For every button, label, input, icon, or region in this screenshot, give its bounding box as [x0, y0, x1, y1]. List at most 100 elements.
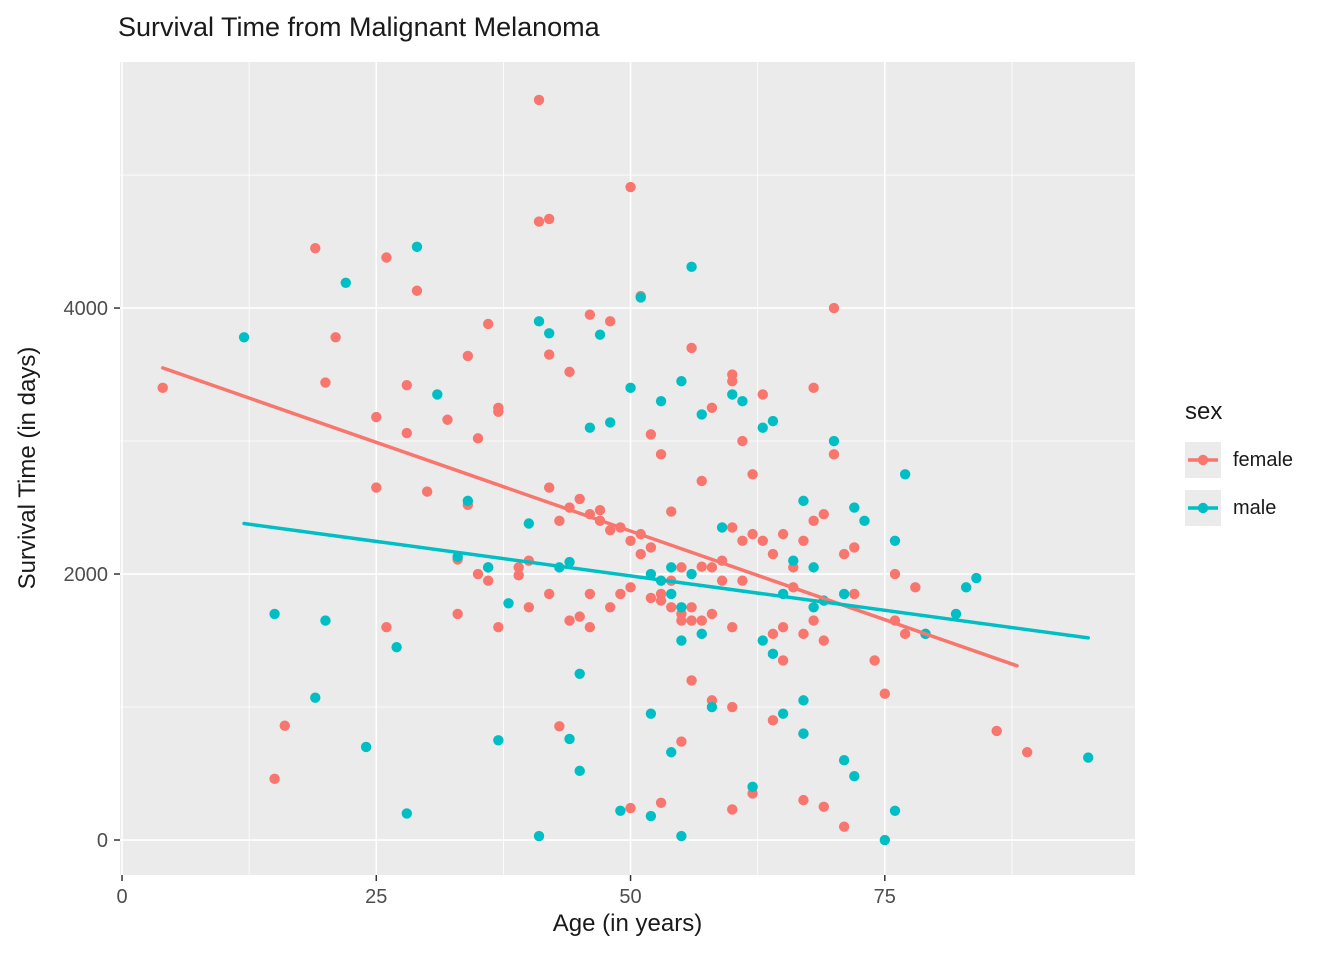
data-point-male [523, 518, 535, 529]
data-point-female [584, 309, 596, 320]
legend-glyph-male [1188, 502, 1218, 514]
data-point-female [767, 548, 779, 560]
data-point-female [747, 528, 758, 540]
data-point-male [625, 382, 636, 394]
data-point-male [574, 765, 585, 777]
legend-key-male [1185, 490, 1221, 526]
data-point-female [706, 562, 718, 573]
legend-label-female: female [1233, 448, 1294, 471]
data-point-female [686, 675, 697, 686]
data-point-female [513, 570, 524, 581]
data-point-male [798, 728, 809, 739]
data-point-female [635, 548, 646, 560]
data-point-female [381, 622, 392, 633]
legend-label-male: male [1233, 496, 1277, 519]
data-point-female [462, 350, 474, 362]
data-point-female [655, 588, 667, 600]
y-tick-label: 2000 [64, 564, 109, 586]
data-point-female [564, 615, 575, 626]
data-point-male [727, 389, 738, 400]
x-tick-label: 75 [874, 886, 896, 908]
data-point-female [421, 486, 433, 497]
data-point-male [859, 515, 870, 527]
data-point-male [310, 692, 321, 703]
data-point-female [625, 535, 636, 546]
data-point-male [676, 635, 687, 646]
data-point-female [269, 773, 280, 785]
data-point-female [157, 382, 168, 394]
data-point-female [818, 508, 829, 520]
data-point-female [818, 801, 829, 812]
data-point-female [767, 715, 779, 726]
data-point-female [605, 524, 616, 536]
data-point-male [889, 805, 901, 816]
data-point-female [411, 285, 423, 296]
data-point-female [543, 482, 555, 493]
data-point-female [625, 582, 636, 593]
data-point-female [279, 720, 290, 731]
data-point-male [340, 277, 351, 288]
data-point-female [401, 427, 413, 439]
data-point-male [696, 409, 707, 420]
data-point-female [808, 615, 819, 626]
data-point-female [381, 252, 392, 263]
data-point-male [666, 562, 677, 573]
legend-item-female: female [1185, 442, 1293, 478]
data-point-female [533, 216, 545, 227]
data-point-female [757, 535, 768, 546]
data-point-female [849, 588, 860, 600]
data-point-male [798, 495, 809, 507]
data-point-female [452, 608, 463, 620]
data-point-female [564, 366, 575, 378]
data-point-male [808, 562, 819, 573]
data-point-female [798, 535, 809, 546]
y-tick-label: 0 [97, 830, 108, 852]
data-point-female [686, 342, 697, 354]
data-point-male [798, 695, 809, 706]
data-point-female [869, 655, 880, 666]
data-point-female [666, 506, 677, 517]
data-point-female [889, 568, 901, 580]
data-point-female [696, 615, 707, 626]
data-point-male [564, 556, 575, 568]
x-tick-label: 50 [619, 886, 641, 908]
data-point-male [879, 834, 891, 846]
data-point-male [615, 805, 626, 816]
data-point-male [462, 495, 474, 507]
y-tick-label: 4000 [64, 298, 109, 320]
data-point-female [482, 575, 494, 586]
data-point-female [330, 332, 341, 343]
y-axis-title: Survival Time (in days) [14, 346, 41, 590]
data-point-male [411, 241, 423, 253]
data-point-female [543, 213, 555, 225]
data-point-male [493, 735, 504, 746]
data-point-female [808, 382, 819, 394]
data-point-male [645, 708, 657, 719]
data-point-male [391, 641, 402, 653]
data-point-male [432, 389, 443, 400]
data-point-female [523, 602, 535, 613]
data-point-female [828, 449, 840, 460]
data-point-female [727, 804, 738, 815]
data-point-female [371, 411, 382, 423]
data-point-female [543, 349, 555, 360]
data-point-female [442, 414, 453, 425]
data-point-female [1021, 747, 1033, 758]
data-point-female [686, 615, 697, 626]
data-point-male [543, 328, 555, 339]
data-point-female [574, 493, 585, 505]
data-point-male [503, 598, 514, 609]
data-point-female [605, 602, 616, 613]
data-point-female [533, 94, 545, 106]
data-point-male [747, 781, 758, 793]
data-point-male [788, 555, 799, 566]
data-point-female [625, 802, 636, 814]
data-point-male [889, 535, 901, 546]
data-point-female [828, 302, 840, 314]
data-point-female [554, 515, 565, 527]
data-point-male [838, 755, 850, 766]
data-point-female [879, 688, 891, 699]
data-point-male [849, 502, 860, 513]
data-point-female [310, 242, 321, 254]
data-point-female [838, 548, 850, 560]
